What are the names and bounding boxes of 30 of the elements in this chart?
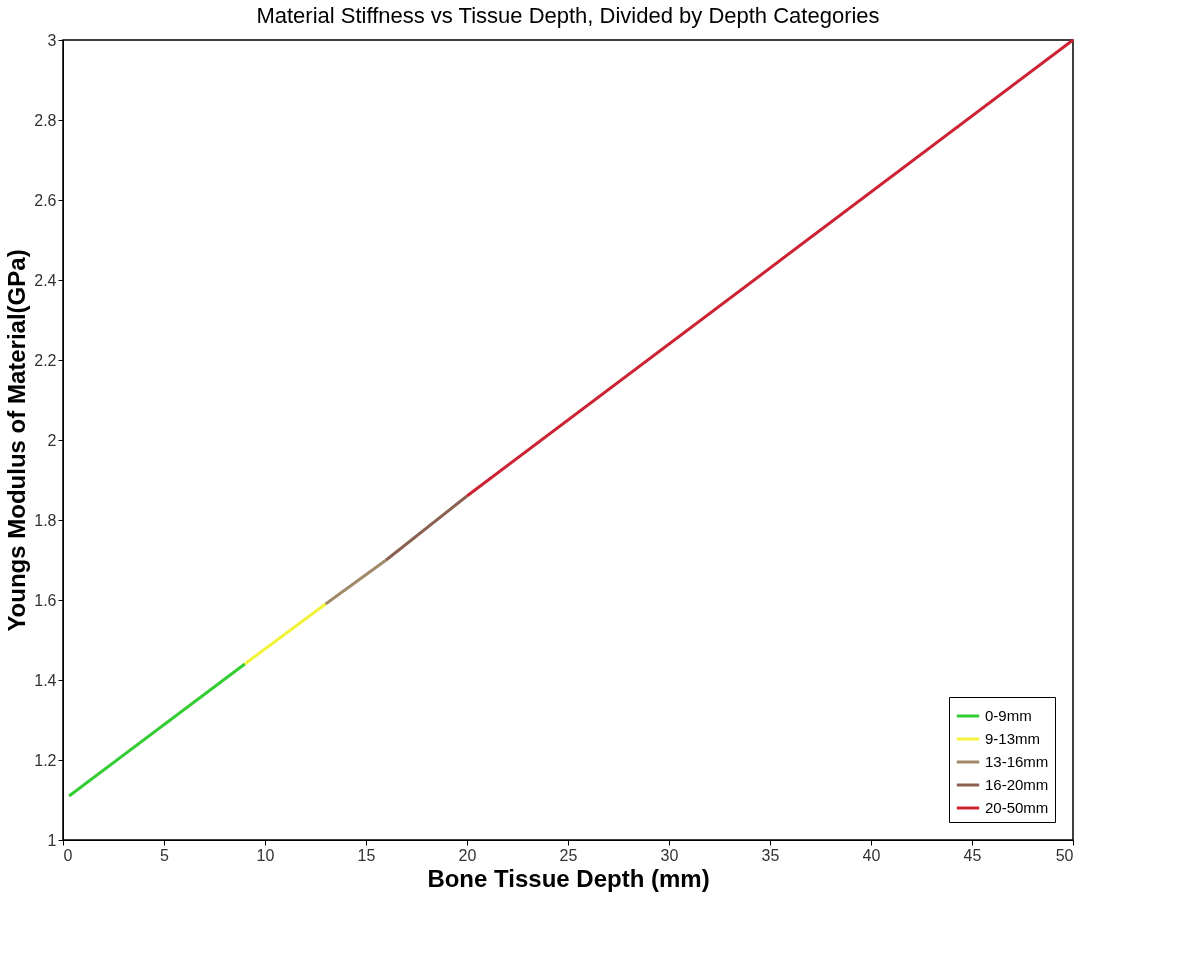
x-tick-label: 30: [660, 846, 679, 864]
x-tick-label: 50: [1055, 846, 1074, 864]
y-tick-label: 1: [47, 831, 57, 849]
legend-label: 9-13mm: [985, 730, 1041, 747]
x-tick-label: 25: [559, 846, 578, 864]
y-tick-label: 3: [47, 31, 57, 49]
x-tick-label: 5: [160, 846, 170, 864]
x-tick-label: 10: [256, 846, 275, 864]
y-tick-label: 2: [47, 431, 57, 449]
x-tick-label: 15: [357, 846, 376, 864]
x-tick-label: 0: [63, 846, 73, 864]
y-tick-label: 2.8: [34, 111, 57, 129]
y-tick-label: 2.4: [34, 271, 57, 289]
x-axis-title: Bone Tissue Depth (mm): [427, 864, 710, 892]
y-tick-label: 1.2: [34, 751, 57, 769]
legend-label: 16-20mm: [985, 776, 1049, 793]
y-tick-label: 1.4: [34, 671, 57, 689]
y-tick-label: 2.2: [34, 351, 57, 369]
x-tick-label: 20: [458, 846, 477, 864]
y-tick-label: 2.6: [34, 191, 57, 209]
legend-label: 20-50mm: [985, 799, 1049, 816]
chart-title: Material Stiffness vs Tissue Depth, Divided by Depth Categories: [256, 3, 880, 28]
legend-label: 0-9mm: [985, 707, 1032, 724]
y-tick-label: 1.8: [34, 511, 57, 529]
legend-label: 13-16mm: [985, 753, 1049, 770]
y-axis-title: Youngs Modulus of Material(GPa): [3, 249, 31, 632]
x-tick-label: 40: [862, 846, 881, 864]
x-tick-label: 45: [963, 846, 982, 864]
y-tick-label: 1.6: [34, 591, 57, 609]
x-tick-label: 35: [761, 846, 780, 864]
